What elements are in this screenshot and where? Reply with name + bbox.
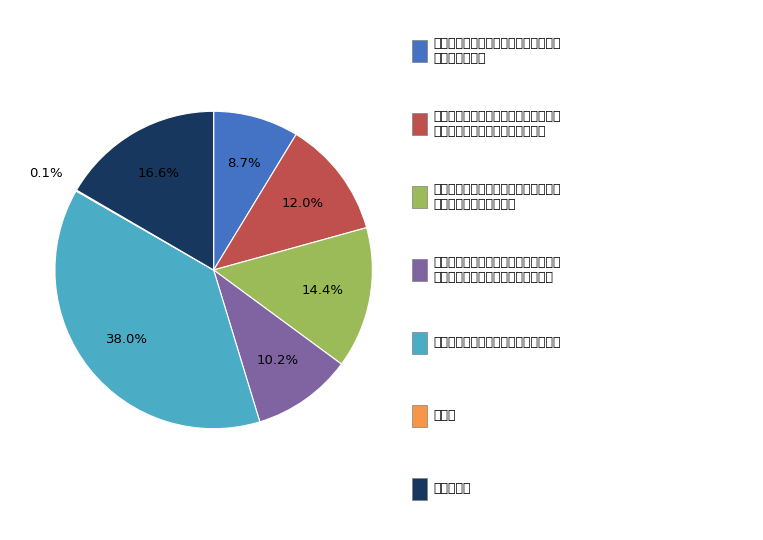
Text: 10.2%: 10.2% (256, 354, 299, 367)
FancyBboxPatch shape (412, 40, 427, 62)
Text: セルフブランディングには興味がない: セルフブランディングには興味がない (434, 336, 562, 349)
FancyBboxPatch shape (412, 405, 427, 427)
Text: 8.7%: 8.7% (227, 157, 260, 170)
FancyBboxPatch shape (412, 332, 427, 354)
Wedge shape (214, 228, 372, 364)
FancyBboxPatch shape (412, 113, 427, 135)
Text: すでにセルフブランディングを意識し
て取組んでいる: すでにセルフブランディングを意識し て取組んでいる (434, 37, 562, 65)
Text: 16.6%: 16.6% (137, 167, 179, 180)
FancyBboxPatch shape (412, 259, 427, 281)
Text: 14.4%: 14.4% (302, 284, 344, 296)
Wedge shape (214, 134, 366, 270)
Text: セルフブランディングには興味がある
が、取り組みたいとは思っていない: セルフブランディングには興味がある が、取り組みたいとは思っていない (434, 256, 562, 284)
Text: わからない: わからない (434, 482, 472, 495)
Wedge shape (76, 111, 214, 270)
Text: 12.0%: 12.0% (282, 197, 324, 210)
FancyBboxPatch shape (412, 186, 427, 208)
Text: セルフブランディングには興味があり
、できれば取り組みたい: セルフブランディングには興味があり 、できれば取り組みたい (434, 183, 562, 211)
Wedge shape (76, 190, 214, 270)
Wedge shape (214, 111, 296, 270)
Wedge shape (55, 191, 260, 429)
Text: セルフブランディングには興味があり
、とても取組みたいと思っている: セルフブランディングには興味があり 、とても取組みたいと思っている (434, 110, 562, 138)
Text: 0.1%: 0.1% (29, 166, 63, 179)
Text: 38.0%: 38.0% (106, 333, 148, 346)
Wedge shape (214, 270, 342, 422)
FancyBboxPatch shape (412, 478, 427, 500)
Text: その他: その他 (434, 409, 456, 422)
